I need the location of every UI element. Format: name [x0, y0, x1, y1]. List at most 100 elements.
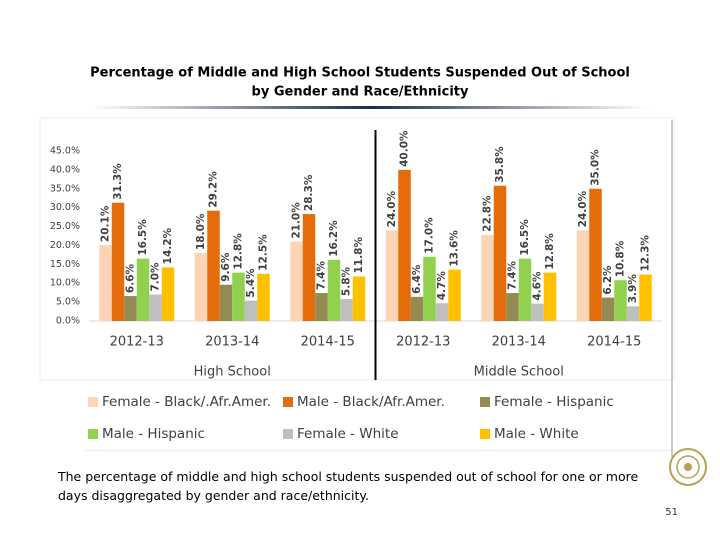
- bar: [290, 241, 303, 321]
- value-label: 3.9%: [627, 274, 639, 304]
- bar: [506, 293, 519, 321]
- legend-label: Female - White: [297, 426, 399, 442]
- bar: [481, 234, 494, 321]
- value-label: 5.8%: [341, 266, 353, 296]
- bar: [639, 274, 652, 321]
- value-label: 14.2%: [162, 227, 174, 264]
- value-label: 21.0%: [291, 202, 303, 239]
- value-label: 11.8%: [353, 237, 365, 274]
- bar: [614, 280, 627, 321]
- value-label: 4.7%: [436, 271, 448, 301]
- value-label: 9.6%: [220, 252, 232, 282]
- value-label: 12.3%: [640, 235, 652, 272]
- y-tick-label: 5.0%: [56, 297, 80, 308]
- group-label: Middle School: [474, 365, 564, 380]
- y-tick-label: 40.0%: [50, 164, 80, 175]
- bar: [601, 297, 615, 321]
- bar: [385, 230, 399, 321]
- legend-swatch: [283, 429, 293, 439]
- bar: [589, 188, 602, 321]
- value-label: 17.0%: [424, 217, 436, 254]
- bar: [257, 273, 270, 321]
- bar: [136, 258, 150, 321]
- legend-label: Female - Black/.Afr.Amer.: [102, 394, 271, 410]
- bar: [518, 258, 532, 321]
- value-label: 24.0%: [577, 190, 589, 227]
- y-tick-label: 30.0%: [50, 202, 80, 213]
- caption: The percentage of middle and high school…: [58, 469, 639, 503]
- value-label: 31.3%: [112, 163, 124, 200]
- legend-swatch: [480, 429, 490, 439]
- bar: [244, 300, 258, 321]
- value-label: 6.4%: [411, 264, 423, 294]
- bar: [543, 272, 557, 321]
- bar: [576, 230, 590, 321]
- legend-swatch: [480, 397, 490, 407]
- legend-label: Female - Hispanic: [494, 394, 614, 410]
- x-tick-label: 2012-13: [396, 335, 450, 350]
- value-label: 13.6%: [449, 230, 461, 267]
- value-label: 29.2%: [208, 171, 220, 208]
- value-label: 4.6%: [532, 271, 544, 301]
- bar: [398, 169, 411, 321]
- value-label: 24.0%: [386, 190, 398, 227]
- bar: [161, 267, 175, 321]
- value-label: 16.5%: [137, 219, 149, 256]
- value-label: 6.6%: [125, 263, 137, 293]
- x-tick-label: 2014-15: [587, 335, 641, 350]
- bar: [626, 306, 640, 321]
- y-tick-label: 35.0%: [50, 183, 80, 194]
- bar: [448, 269, 461, 321]
- bar: [99, 245, 112, 321]
- bar: [111, 202, 125, 321]
- bar: [435, 303, 449, 321]
- value-label: 20.1%: [100, 205, 112, 242]
- value-label: 6.2%: [602, 265, 614, 295]
- title-separator: [90, 106, 650, 109]
- value-label: 28.3%: [303, 174, 315, 211]
- logo: [669, 448, 707, 486]
- value-label: 12.5%: [258, 234, 270, 271]
- value-label: 7.4%: [507, 260, 519, 290]
- bar: [207, 210, 220, 321]
- value-label: 18.0%: [195, 213, 207, 250]
- legend-label: Male - White: [494, 426, 579, 442]
- y-tick-label: 25.0%: [50, 221, 80, 232]
- value-label: 16.5%: [519, 219, 531, 256]
- group-label: High School: [194, 365, 271, 380]
- value-label: 12.8%: [233, 233, 245, 270]
- bar: [302, 214, 316, 321]
- rule: [84, 450, 674, 451]
- bar: [124, 296, 137, 321]
- bar: [327, 259, 341, 321]
- bar: [423, 256, 436, 321]
- x-tick-label: 2012-13: [110, 335, 164, 350]
- y-tick-label: 15.0%: [50, 259, 80, 270]
- bar: [315, 293, 328, 321]
- bar: [340, 299, 353, 321]
- value-label: 35.0%: [590, 149, 602, 186]
- bar: [531, 303, 544, 321]
- value-label: 35.8%: [494, 146, 506, 183]
- legend-label: Male - Hispanic: [102, 426, 205, 442]
- value-label: 22.8%: [482, 195, 494, 232]
- legend-swatch: [88, 397, 98, 407]
- chart-title: by Gender and Race/Ethnicity: [252, 85, 469, 100]
- bar: [219, 284, 233, 321]
- y-tick-label: 45.0%: [50, 146, 80, 157]
- y-tick-label: 0.0%: [56, 316, 80, 327]
- x-tick-label: 2014-15: [301, 335, 355, 350]
- chart-title: Percentage of Middle and High School Stu…: [90, 66, 630, 81]
- legend-label: Male - Black/Afr.Amer.: [297, 394, 445, 410]
- value-label: 40.0%: [399, 130, 411, 167]
- legend-swatch: [283, 397, 293, 407]
- value-label: 7.4%: [316, 260, 328, 290]
- value-label: 7.0%: [150, 262, 162, 292]
- page-number: 51: [665, 507, 678, 518]
- bar: [352, 276, 366, 321]
- bar: [194, 253, 208, 321]
- value-label: 12.8%: [544, 233, 556, 270]
- y-tick-label: 10.0%: [50, 278, 80, 289]
- value-label: 16.2%: [328, 220, 340, 257]
